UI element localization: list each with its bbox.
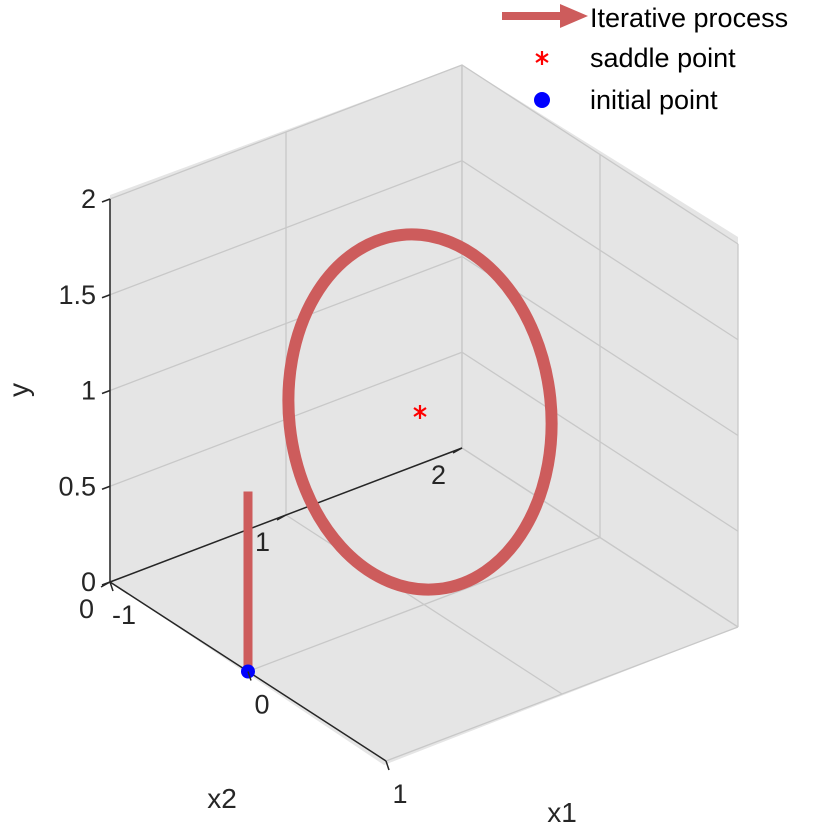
legend: Iterative process saddle point initial p… xyxy=(490,0,830,124)
legend-item-initial-point: initial point xyxy=(490,82,830,122)
y-tick-label: 0 xyxy=(81,567,96,597)
y-tick-label: 1 xyxy=(81,376,96,406)
arrow-icon xyxy=(502,4,588,28)
x2-tick-mark xyxy=(100,581,111,588)
x1-tick-label: 1 xyxy=(392,779,407,809)
x2-tick-mark xyxy=(276,514,287,521)
floor-pane xyxy=(110,448,738,765)
x1-tick-mark xyxy=(385,760,390,771)
grid-line xyxy=(247,536,601,673)
grid-line xyxy=(385,626,739,762)
legend-label-iterative-process: Iterative process xyxy=(590,3,789,33)
y-tick-label: 1.5 xyxy=(58,280,96,310)
x2-tick-label: 2 xyxy=(431,460,446,490)
saddle-point-marker xyxy=(413,405,427,419)
legend-label-saddle-point: saddle point xyxy=(590,43,736,73)
legend-item-saddle-point: saddle point xyxy=(490,40,830,80)
x1-tick-mark xyxy=(109,581,114,592)
legend-item-iterative-process: Iterative process xyxy=(490,0,830,40)
x2-tick-label: 0 xyxy=(79,594,94,624)
tick-labels: 0 0.5 1 1.5 2 -1 0 1 0 1 2 xyxy=(58,184,463,809)
x2-tick-mark xyxy=(452,447,463,454)
y-tick-mark xyxy=(101,485,111,490)
y-tick-mark xyxy=(101,198,111,203)
y-tick-mark xyxy=(101,294,111,299)
y-tick-label: 2 xyxy=(81,184,96,214)
trajectory-loop xyxy=(282,228,558,596)
x2-axis-label: x2 xyxy=(207,783,237,814)
x1-tick-label: -1 xyxy=(112,600,136,630)
x1-tick-mark xyxy=(247,671,252,681)
y-tick-label: 0.5 xyxy=(58,471,96,501)
y-axis-label: y xyxy=(3,383,34,397)
legend-label-initial-point: initial point xyxy=(590,85,718,115)
x2-tick-label: 1 xyxy=(255,527,270,557)
x1-axis-label: x1 xyxy=(547,797,577,828)
y-tick-mark xyxy=(101,389,111,395)
x1-tick-label: 0 xyxy=(254,690,269,720)
dot-icon xyxy=(534,92,550,108)
axis-labels: y x1 x2 xyxy=(3,383,577,828)
asterisk-icon xyxy=(535,51,549,65)
